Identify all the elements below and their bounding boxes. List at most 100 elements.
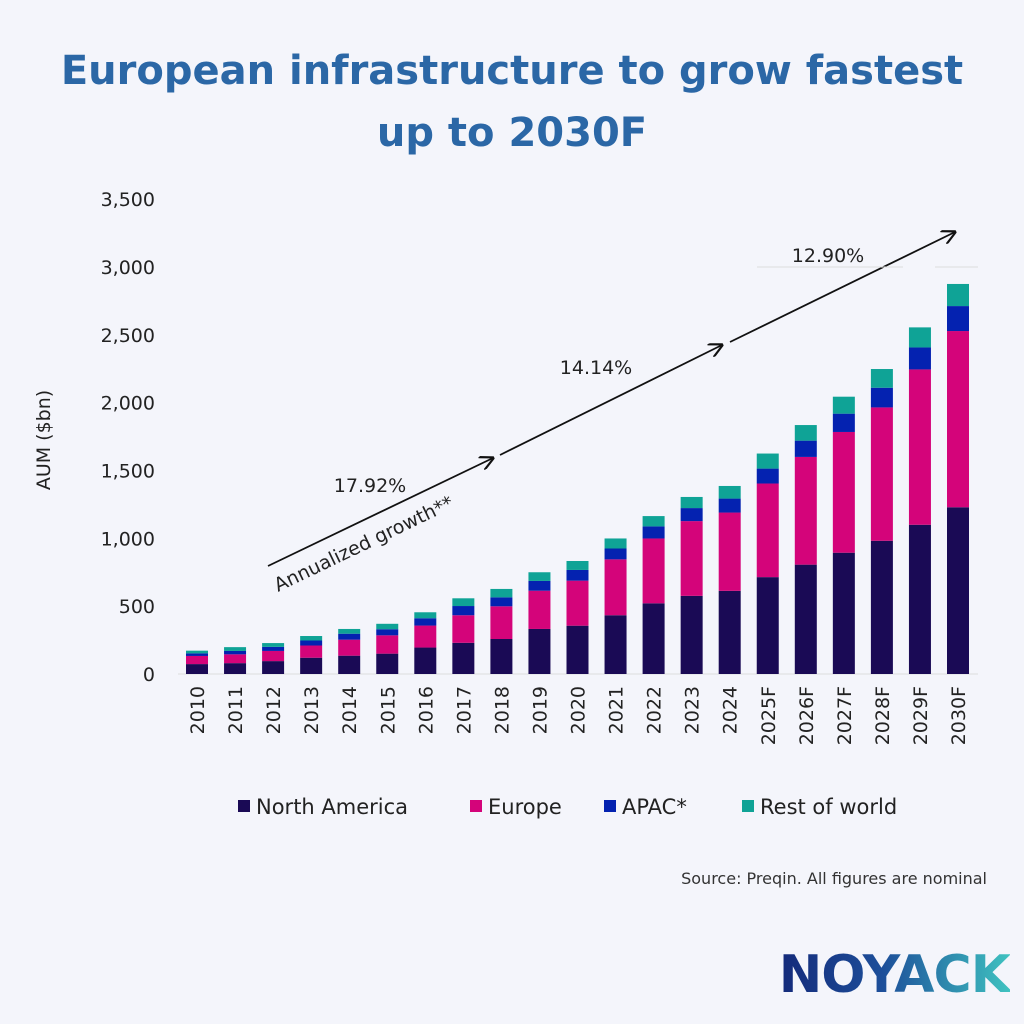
x-tick-label: 2018 (491, 686, 513, 734)
y-tick-label: 500 (119, 596, 155, 618)
x-tick-label: 2010 (187, 686, 209, 734)
bar-segment (832, 431, 855, 553)
bar-segment (947, 331, 969, 508)
bar-segment (262, 650, 285, 662)
bar-segment (870, 540, 893, 674)
bar-segment (300, 645, 323, 658)
x-tick-label: 2023 (682, 686, 704, 734)
bar-segment (186, 653, 208, 656)
bar-segment (870, 369, 893, 388)
bar-segment (566, 580, 589, 626)
bar-segment (376, 629, 399, 636)
bar-segment (642, 526, 665, 539)
title-line-1: European infrastructure to grow fastest (60, 48, 964, 94)
x-tick-label: 2014 (339, 686, 361, 734)
x-tick-label: 2024 (720, 686, 742, 734)
x-tick-label: 2015 (377, 686, 399, 734)
bar-segment (186, 650, 208, 654)
legend-label: North America (256, 795, 408, 819)
bar-segment (490, 638, 513, 674)
y-tick-label: 0 (143, 664, 155, 686)
growth-rate-label: 12.90% (792, 245, 864, 267)
y-tick-label: 1,500 (101, 461, 155, 483)
bar-segment (490, 597, 513, 607)
bar-segment (680, 496, 703, 509)
bar-segment (908, 347, 931, 370)
bar-segment (870, 407, 893, 541)
bar-segment (566, 560, 589, 570)
bar-segment (186, 655, 208, 665)
bar-segment (528, 590, 551, 629)
bar-segment (452, 606, 475, 616)
bar-segment (604, 548, 627, 560)
bar-segment (376, 623, 399, 630)
bar-segment (794, 564, 817, 674)
legend-swatch (604, 800, 616, 812)
bar-segment (756, 577, 779, 674)
bar-segment (338, 639, 361, 656)
bar-segment (680, 521, 703, 596)
bar-segment (756, 468, 779, 484)
bar-segment (414, 618, 437, 626)
bar-segment (908, 369, 931, 525)
bar-segment (642, 538, 665, 604)
bar-segment (566, 569, 589, 581)
x-tick-label: 2012 (263, 686, 285, 734)
bar-segment (908, 524, 931, 674)
bar-segment (642, 603, 665, 674)
legend-swatch (470, 800, 482, 812)
bar-segment (680, 508, 703, 522)
bar-segment (870, 387, 893, 408)
x-tick-label: 2016 (415, 686, 437, 734)
bar-segment (224, 663, 247, 674)
bar-segment (376, 635, 399, 654)
y-axis-label: AUM ($bn) (33, 390, 55, 490)
noyack-logo: NOYACK (778, 945, 1011, 1005)
bar-segment (262, 643, 285, 647)
x-tick-label: 2021 (606, 686, 628, 734)
bar-segment (908, 327, 931, 348)
annualized-growth-label: Annualized growth** (271, 492, 457, 597)
bar-segment (832, 413, 855, 432)
y-tick-label: 2,000 (101, 393, 155, 415)
legend-label: Europe (488, 795, 562, 819)
bar-segment (794, 425, 817, 441)
x-tick-label: 2029F (910, 686, 932, 745)
bar-segment (947, 507, 969, 674)
bar-segment (300, 657, 323, 674)
bar-segment (604, 538, 627, 549)
growth-rate-label: 14.14% (560, 357, 632, 379)
bar-segment (414, 625, 437, 648)
bar-segment (794, 456, 817, 565)
bar-segment (300, 640, 323, 646)
growth-rate-label: 17.92% (334, 475, 406, 497)
growth-arrow (499, 345, 722, 456)
bar-segment (718, 498, 741, 513)
bar-segment (604, 615, 627, 674)
growth-arrow (729, 232, 955, 343)
bar-segment (414, 612, 437, 619)
x-tick-label: 2026F (796, 686, 818, 745)
bar-segment (947, 306, 969, 332)
x-tick-label: 2027F (834, 686, 856, 745)
x-tick-label: 2017 (453, 686, 475, 734)
y-tick-label: 1,000 (101, 528, 155, 550)
bar-segment (490, 606, 513, 639)
bar-segment (186, 664, 208, 674)
legend-swatch (742, 800, 754, 812)
bar-segment (528, 628, 551, 674)
x-tick-label: 2030F (948, 686, 970, 745)
bar-segment (680, 595, 703, 674)
bar-segment (756, 483, 779, 578)
growth-arrow (267, 458, 493, 567)
bar-segment (224, 654, 247, 664)
legend-label: Rest of world (760, 795, 897, 819)
bar-segment (262, 646, 285, 651)
bar-segment (718, 590, 741, 674)
bar-segment (832, 396, 855, 414)
bar-segment (376, 653, 399, 674)
bar-segment (528, 580, 551, 591)
legend-swatch (238, 800, 250, 812)
bar-segment (338, 633, 361, 640)
source-note: Source: Preqin. All figures are nominal (681, 869, 987, 888)
